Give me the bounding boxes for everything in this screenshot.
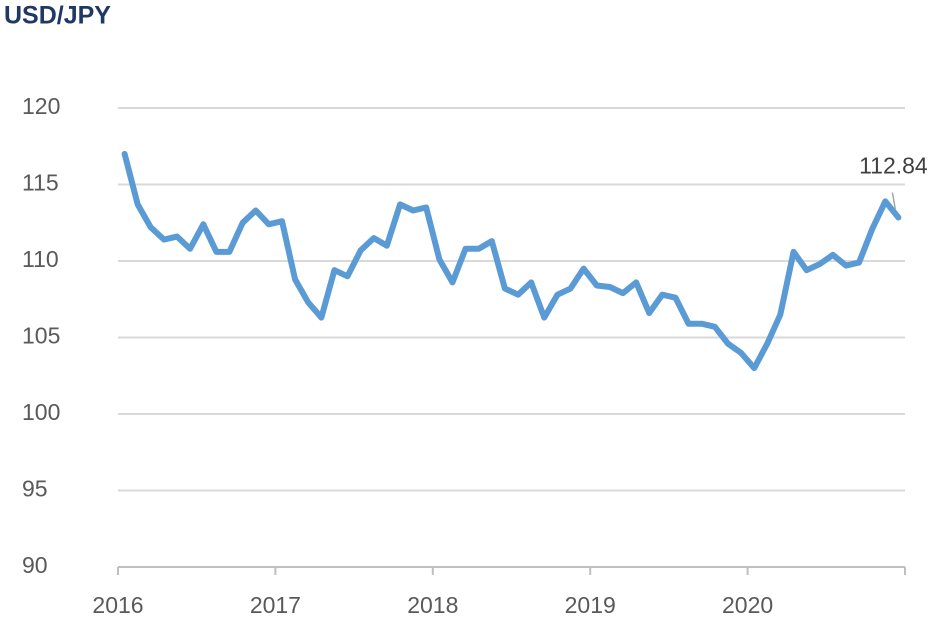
y-tick-label: 105 <box>22 323 60 349</box>
leader-line <box>891 192 897 210</box>
x-tick-label: 2016 <box>92 592 143 618</box>
y-tick-label: 120 <box>22 93 60 119</box>
x-tick-label: 2019 <box>565 592 616 618</box>
y-tick-label: 115 <box>22 170 59 196</box>
y-tick-label: 90 <box>22 552 48 578</box>
y-tick-label: 95 <box>22 476 48 502</box>
chart-title: USD/JPY <box>4 2 111 30</box>
x-tick-label: 2020 <box>722 592 773 618</box>
line <box>121 150 902 372</box>
x-tick-label: 2017 <box>250 592 301 618</box>
y-tick-label: 100 <box>22 399 60 425</box>
y-tick-label: 110 <box>22 246 59 272</box>
data-label: 112.84 <box>859 153 928 179</box>
x-tick-label: 2018 <box>407 592 458 618</box>
